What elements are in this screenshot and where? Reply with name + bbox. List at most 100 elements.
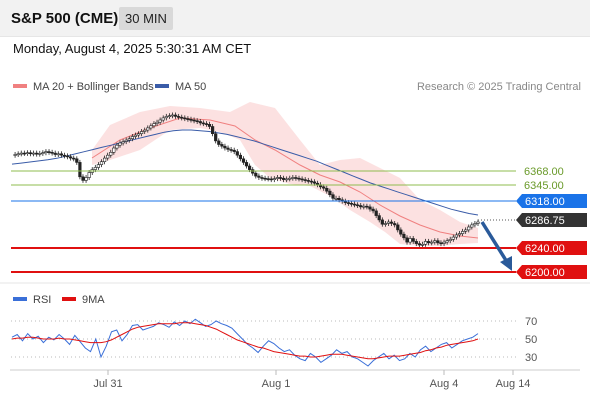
level-box	[516, 213, 587, 227]
candle	[124, 137, 128, 145]
candle	[288, 175, 292, 182]
candle	[143, 127, 147, 134]
candle	[393, 221, 397, 228]
candle	[50, 149, 54, 156]
candle	[38, 150, 42, 157]
candle	[272, 176, 276, 183]
candle	[164, 113, 168, 121]
candle	[167, 113, 172, 119]
candle	[152, 121, 156, 129]
rsi-plot-area: 70 50 30	[11, 316, 537, 367]
level-box	[516, 194, 587, 208]
candle	[460, 228, 465, 236]
candle	[260, 175, 264, 181]
candle	[53, 150, 57, 157]
candle	[87, 170, 91, 180]
ma20-line	[91, 117, 479, 239]
candle	[263, 175, 267, 182]
chart-datetime: Monday, August 4, 2025 5:30:31 AM CET	[13, 41, 252, 56]
legend-label-ma50: MA 50	[175, 81, 206, 93]
forecast-arrow-head	[500, 256, 512, 271]
candle	[414, 238, 418, 247]
level-6368-00: 6368.00	[11, 166, 564, 178]
legend-swatch-rsi	[13, 297, 27, 301]
legend-swatch-9ma	[62, 297, 76, 301]
bollinger-band	[92, 102, 478, 246]
candle	[220, 141, 224, 149]
candle	[408, 236, 412, 245]
legend-label-9ma: 9MA	[82, 294, 105, 306]
candle	[223, 143, 227, 151]
candle	[146, 125, 150, 133]
candle	[161, 115, 165, 123]
candle	[16, 151, 20, 157]
candle	[442, 239, 446, 247]
candle	[35, 150, 39, 157]
candle	[399, 227, 403, 237]
copyright-text: Research © 2025 Trading Central	[417, 81, 581, 93]
candle	[352, 201, 357, 208]
candle	[109, 149, 113, 158]
level-box	[516, 241, 587, 255]
x-axis: Jul 31 Aug 1 Aug 4 Aug 14	[93, 370, 530, 390]
candle	[229, 147, 233, 153]
candle	[275, 175, 280, 182]
candle	[417, 241, 422, 248]
x-tick-label: Aug 4	[430, 378, 459, 390]
candle	[19, 150, 23, 157]
candle	[158, 117, 162, 125]
candle	[65, 153, 70, 160]
level-label: 6286.75	[525, 215, 565, 227]
candle	[118, 140, 122, 148]
candle	[374, 208, 378, 219]
candle	[423, 238, 428, 247]
candle	[402, 231, 406, 241]
x-tick-label: Aug 14	[496, 378, 531, 390]
candle	[62, 152, 67, 159]
candle	[78, 159, 82, 180]
candle	[334, 195, 338, 201]
candle	[396, 222, 400, 233]
candle	[84, 175, 88, 183]
candle	[136, 131, 141, 138]
candle	[232, 147, 236, 155]
rsi-line	[11, 318, 479, 367]
instrument-title: S&P 500 (CME)	[11, 10, 119, 27]
timeframe-selector[interactable]: 30 MIN	[119, 7, 173, 30]
candle	[300, 176, 304, 183]
x-tick-label: Aug 1	[262, 378, 291, 390]
candle	[464, 227, 468, 234]
candle	[170, 112, 175, 119]
level-label: 6200.00	[525, 267, 565, 279]
candle	[115, 142, 119, 151]
candle	[69, 154, 73, 161]
candle	[121, 139, 125, 146]
candle	[28, 150, 33, 157]
candle	[365, 203, 369, 210]
candle	[309, 178, 314, 185]
candle	[411, 236, 415, 244]
candle	[445, 238, 449, 245]
candle	[133, 132, 138, 139]
candle	[99, 159, 104, 168]
candle	[56, 151, 60, 157]
candle	[195, 118, 199, 124]
candle	[448, 236, 452, 244]
candle	[96, 162, 100, 170]
level-6318-00: 6318.00	[11, 194, 587, 208]
candle	[13, 152, 17, 158]
candle	[451, 234, 455, 242]
candle	[386, 219, 391, 226]
candle	[31, 150, 36, 157]
candle	[186, 116, 190, 122]
candle	[470, 222, 474, 230]
candle	[355, 202, 360, 208]
level-6286-75: 6286.75	[516, 213, 587, 227]
rsi-legend: RSI 9MA	[13, 294, 105, 306]
candle	[380, 217, 384, 227]
rsi-tick-label: 50	[525, 334, 537, 346]
legend-label-rsi: RSI	[33, 294, 51, 306]
candle	[439, 240, 443, 247]
rsi-tick-label: 30	[525, 352, 537, 364]
ma50-line	[11, 129, 479, 216]
